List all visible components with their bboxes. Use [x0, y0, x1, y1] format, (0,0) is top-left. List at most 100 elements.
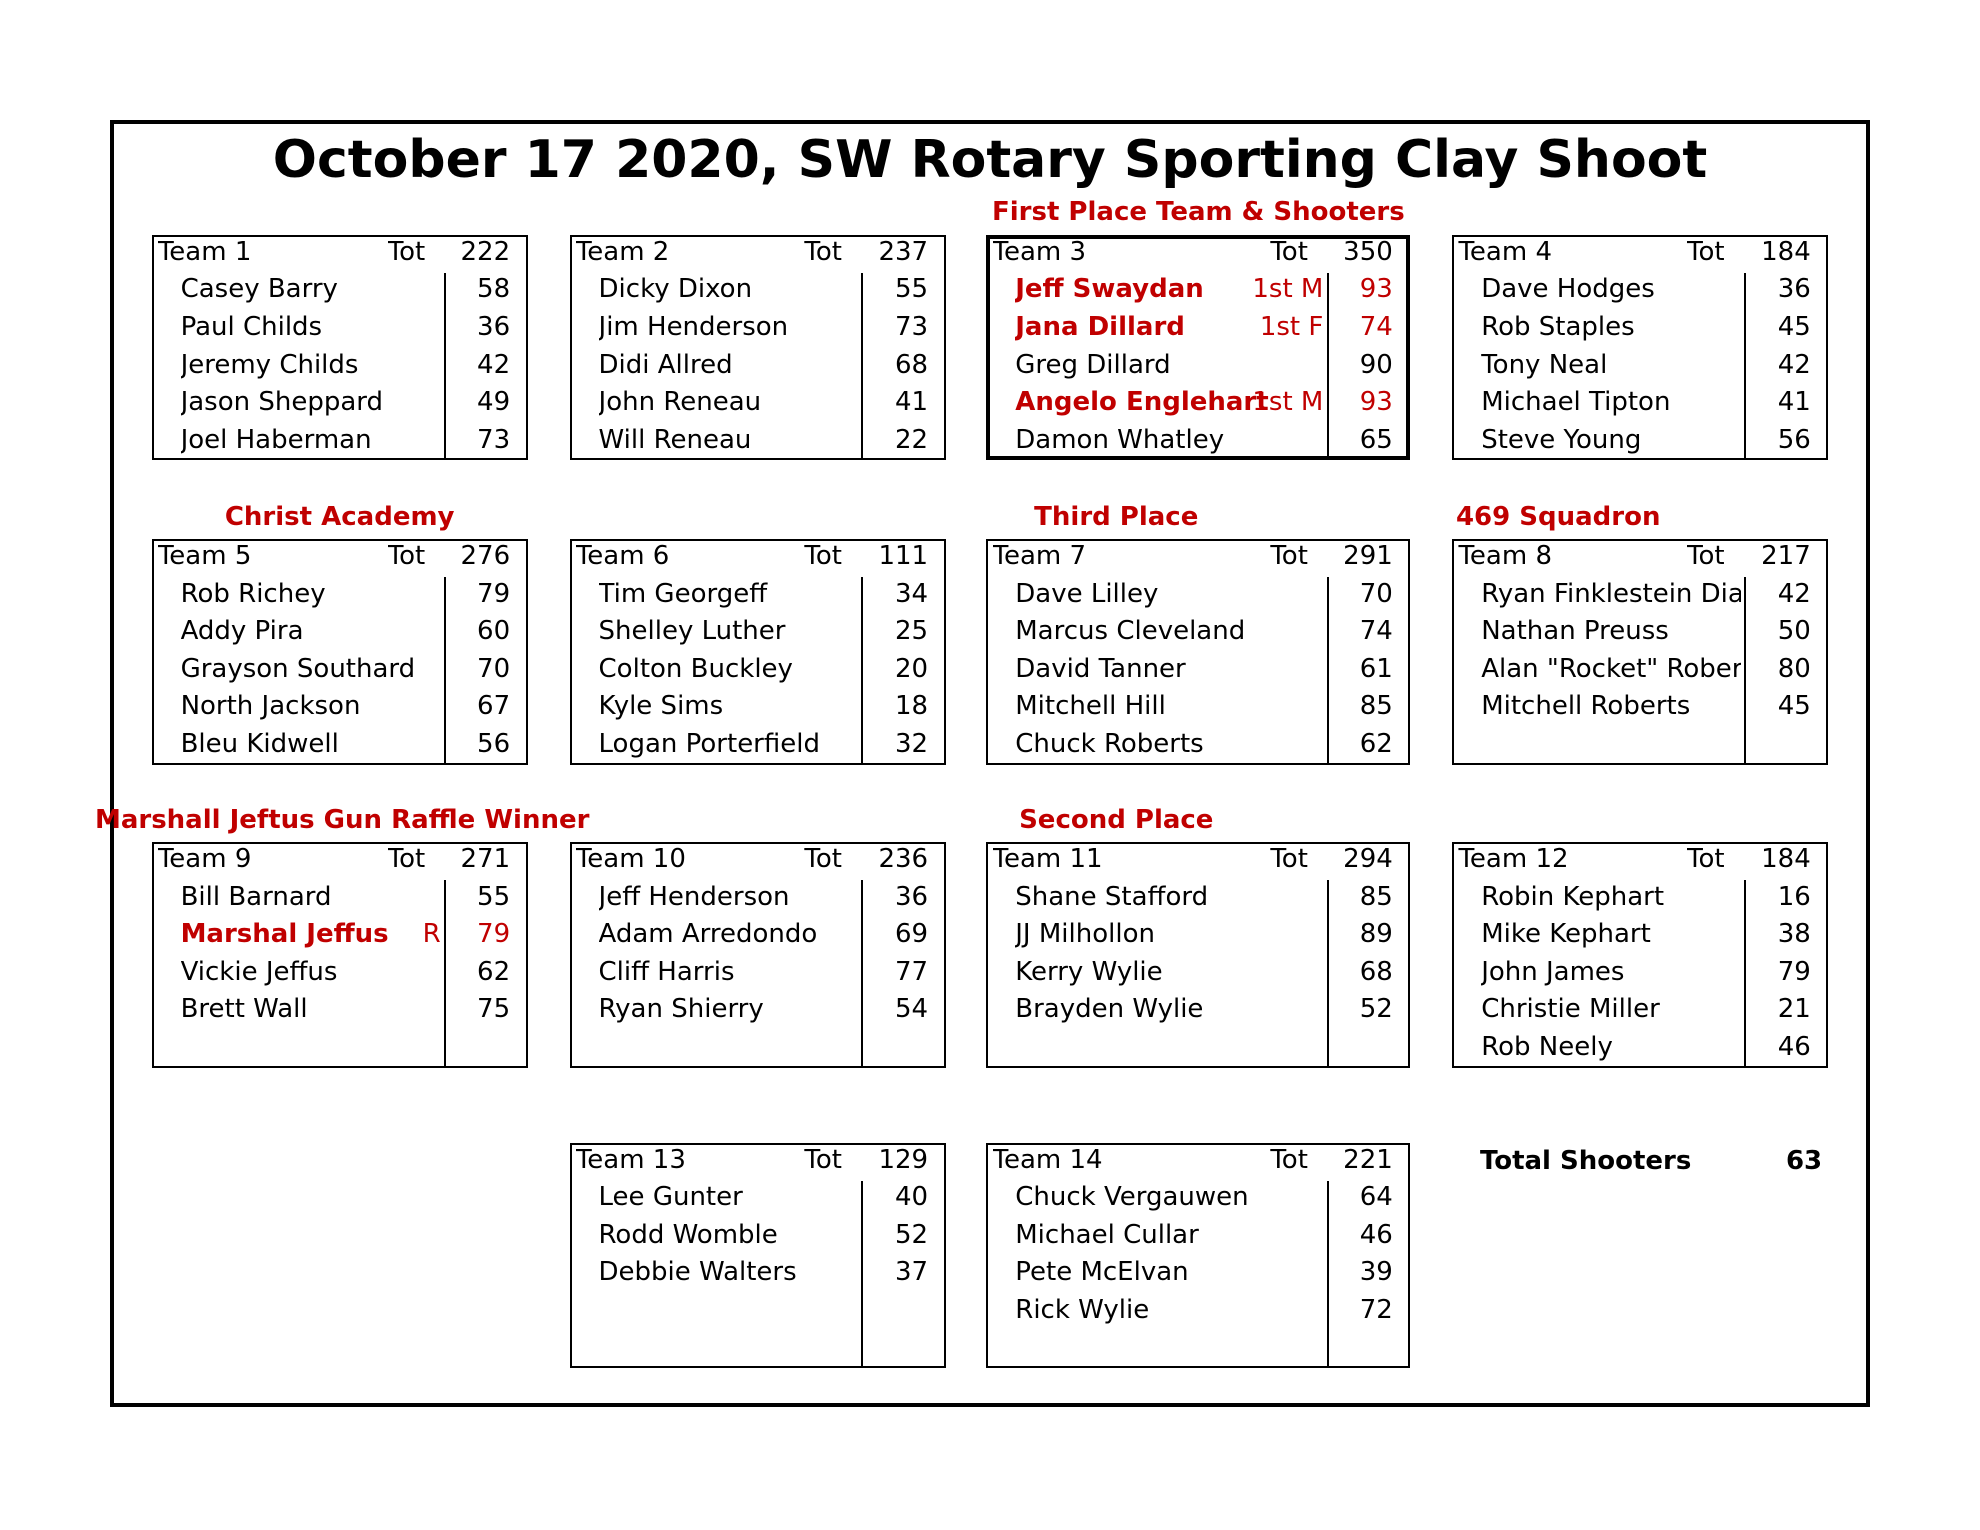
team-box [569, 234, 946, 461]
team-name: Team 11 [992, 843, 1103, 874]
shooter-name: Dicky Dixon [598, 274, 753, 305]
team-total: 217 [1761, 540, 1811, 571]
team-box [986, 1142, 1411, 1369]
shooter-name: Tony Neal [1481, 349, 1608, 380]
shooter-score: 18 [895, 691, 929, 722]
tot-label: Tot [1687, 236, 1725, 267]
shooter-score: 45 [1777, 311, 1811, 342]
tot-label: Tot [804, 236, 842, 267]
shooter-name: Jeff Henderson [598, 881, 790, 912]
shooter-name: Didi Allred [598, 349, 733, 380]
shooter-score: 93 [1359, 274, 1393, 305]
shooter-score: 67 [477, 691, 511, 722]
summary-label: Total Shooters [1479, 1145, 1692, 1176]
shooter-score: 55 [895, 274, 929, 305]
shooter-name: Marshal Jeffus [180, 919, 389, 950]
tot-label: Tot [1270, 843, 1308, 874]
shooter-name: Grayson Southard [180, 653, 416, 684]
team-name: Team 2 [575, 236, 670, 267]
shooter-score: 40 [895, 1182, 929, 1213]
shooter-score: 79 [1777, 956, 1811, 987]
team-total: 221 [1343, 1144, 1393, 1175]
shooter-name: Chuck Vergauwen [1015, 1182, 1249, 1213]
shooter-note: 1st F [1259, 311, 1324, 342]
score-divider [861, 1180, 864, 1369]
tot-label: Tot [1270, 1144, 1308, 1175]
shooter-name: Marcus Cleveland [1015, 616, 1246, 647]
team-total: 291 [1343, 540, 1393, 571]
shooter-score: 70 [1359, 578, 1393, 609]
shooter-name: Rick Wylie [1015, 1294, 1150, 1325]
shooter-name: David Tanner [1015, 653, 1186, 684]
shooter-name: Brett Wall [180, 994, 308, 1025]
team-total: 184 [1761, 236, 1811, 267]
shooter-name: Mitchell Roberts [1481, 691, 1691, 722]
shooter-name: Jana Dillard [1015, 311, 1185, 342]
score-divider [1743, 880, 1746, 1068]
shooter-name: Robin Kephart [1481, 881, 1665, 912]
team-name: Team 1 [157, 236, 252, 267]
shooter-score: 21 [1777, 994, 1811, 1025]
shooter-note: 1st M [1252, 387, 1324, 417]
frame [110, 120, 1870, 1407]
shooter-name: Angelo Englehart [1015, 387, 1269, 417]
team-caption: 469 Squadron [1455, 501, 1661, 532]
score-divider [444, 577, 447, 765]
shooter-name: Shelley Luther [598, 616, 786, 647]
score-divider [1327, 272, 1330, 461]
shooter-score: 52 [895, 1219, 929, 1250]
shooter-name: Joel Haberman [180, 424, 372, 455]
shooter-score: 90 [1359, 349, 1393, 380]
team-caption: Marshall Jeftus Gun Raffle Winner [94, 804, 590, 835]
team-box [1452, 234, 1829, 461]
shooter-score: 36 [477, 311, 511, 342]
team-name: Team 12 [1458, 843, 1569, 874]
shooter-name: Bleu Kidwell [180, 728, 339, 759]
shooter-score: 56 [477, 728, 511, 759]
shooter-name: Paul Childs [180, 311, 323, 342]
team-total: 222 [460, 236, 511, 267]
shooter-score: 73 [477, 424, 511, 455]
shooter-name: Christie Miller [1481, 994, 1660, 1025]
shooter-score: 62 [1359, 728, 1393, 759]
team-box [1452, 539, 1829, 765]
shooter-score: 68 [895, 349, 929, 380]
team-total: 111 [878, 540, 929, 571]
score-divider [1327, 1180, 1330, 1369]
team-name: Team 4 [1458, 236, 1552, 267]
shooter-note: R [422, 919, 441, 950]
shooter-name: Kyle Sims [598, 691, 724, 722]
team-box [569, 539, 946, 765]
tot-label: Tot [804, 1144, 842, 1175]
score-divider [861, 272, 864, 461]
shooter-name: Michael Cullar [1015, 1219, 1199, 1250]
team-total: 184 [1761, 843, 1811, 874]
shooter-score: 85 [1359, 881, 1393, 912]
shooter-score: 42 [477, 349, 511, 380]
shooter-score: 64 [1359, 1182, 1393, 1213]
shooter-score: 74 [1359, 616, 1393, 647]
score-divider [1743, 272, 1746, 461]
shooter-score: 54 [895, 994, 929, 1025]
team-total: 350 [1343, 236, 1393, 267]
score-divider [444, 272, 447, 461]
shooter-name: Casey Barry [180, 274, 338, 305]
score-divider [1743, 577, 1746, 765]
shooter-name: Cliff Harris [598, 956, 735, 987]
shooter-score: 39 [1359, 1257, 1393, 1288]
team-total: 276 [460, 540, 511, 571]
shooter-name: Michael Tipton [1481, 387, 1671, 417]
shooter-name: Mike Kephart [1481, 919, 1651, 950]
shooter-score: 42 [1777, 349, 1811, 380]
shooter-score: 36 [895, 881, 929, 912]
shooter-score: 89 [1359, 919, 1393, 950]
team-box [986, 842, 1411, 1068]
shooter-name: Jeremy Childs [180, 349, 359, 380]
shooter-score: 74 [1359, 311, 1393, 342]
shooter-name: Rob Richey [180, 578, 326, 609]
shooter-name: Kerry Wylie [1015, 956, 1163, 987]
team-total: 271 [460, 843, 511, 874]
shooter-name: Shane Stafford [1015, 881, 1209, 912]
shooter-score: 55 [477, 881, 511, 912]
